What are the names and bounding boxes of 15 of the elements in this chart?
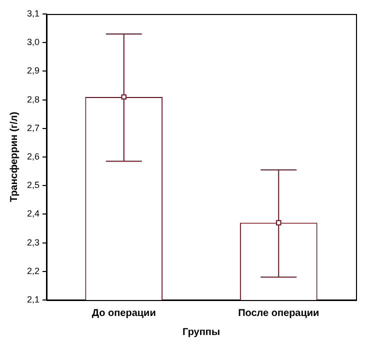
- y-tick-label: 3,1: [26, 8, 40, 18]
- y-axis-title: Трансферрин (г/л): [8, 112, 20, 202]
- y-tick-label: 2,1: [26, 294, 40, 304]
- x-tick-label: После операции: [238, 308, 320, 319]
- y-tick-label: 2,8: [26, 94, 40, 104]
- x-tick-label: До операции: [92, 308, 156, 319]
- y-tick-label: 2,4: [26, 208, 40, 219]
- y-tick-label: 2,3: [26, 237, 40, 248]
- y-tick-label: 2,9: [26, 66, 40, 76]
- y-tick-label: 2,5: [26, 180, 40, 190]
- y-tick-label: 2,2: [26, 266, 40, 276]
- x-axis-title: Группы: [182, 326, 220, 338]
- y-tick-label: 3,0: [26, 37, 40, 48]
- y-tick-label: 2,6: [26, 151, 40, 162]
- y-tick-label: 2,7: [26, 122, 40, 133]
